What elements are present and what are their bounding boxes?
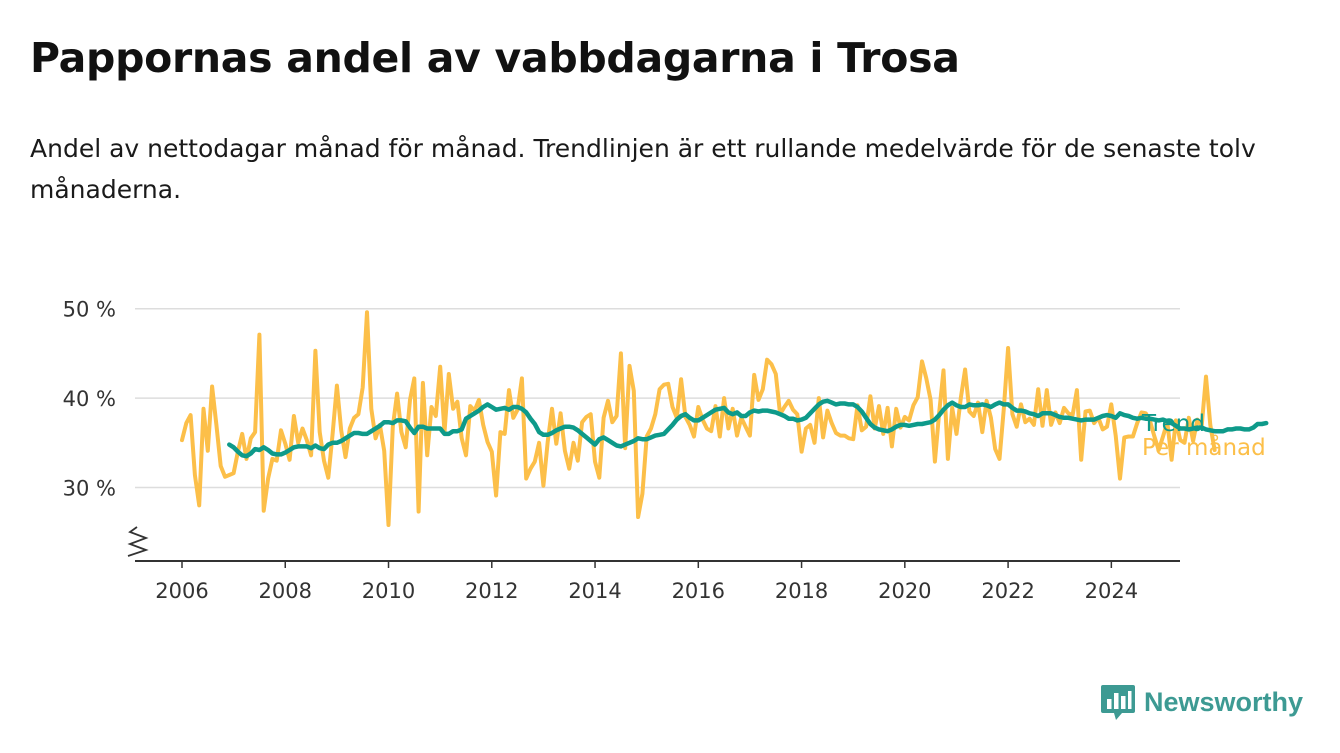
x-tick-label: 2010 (362, 579, 415, 603)
brand-name: Newsworthy (1144, 686, 1304, 717)
series-line-trend (227, 398, 1269, 459)
chart-subtitle: Andel av nettodagar månad för månad. Tre… (30, 134, 1256, 204)
axis-break-icon (127, 526, 149, 557)
x-tick-label: 2024 (1085, 579, 1138, 603)
legend-label-trend: Trend (1141, 411, 1205, 437)
x-tick-label: 2006 (155, 579, 208, 603)
x-tick-label: 2020 (878, 579, 931, 603)
y-tick-label: 30 % (63, 477, 116, 501)
x-tick-label: 2008 (259, 579, 312, 603)
legend-label-monthly: Per månad (1142, 433, 1266, 461)
x-tick-label: 2014 (568, 579, 621, 603)
y-tick-label: 40 % (63, 387, 116, 411)
newsworthy-chart-icon (1101, 685, 1135, 720)
x-tick-label: 2022 (981, 579, 1034, 603)
y-tick-label: 50 % (63, 298, 116, 322)
brand-logo: Newsworthy (1100, 682, 1303, 722)
chart-title: Pappornas andel av vabbdagarna i Trosa (30, 34, 960, 82)
x-tick-label: 2016 (672, 579, 725, 603)
x-tick-label: 2012 (465, 579, 518, 603)
series-line-monthly (180, 310, 1217, 527)
x-tick-label: 2018 (775, 579, 828, 603)
